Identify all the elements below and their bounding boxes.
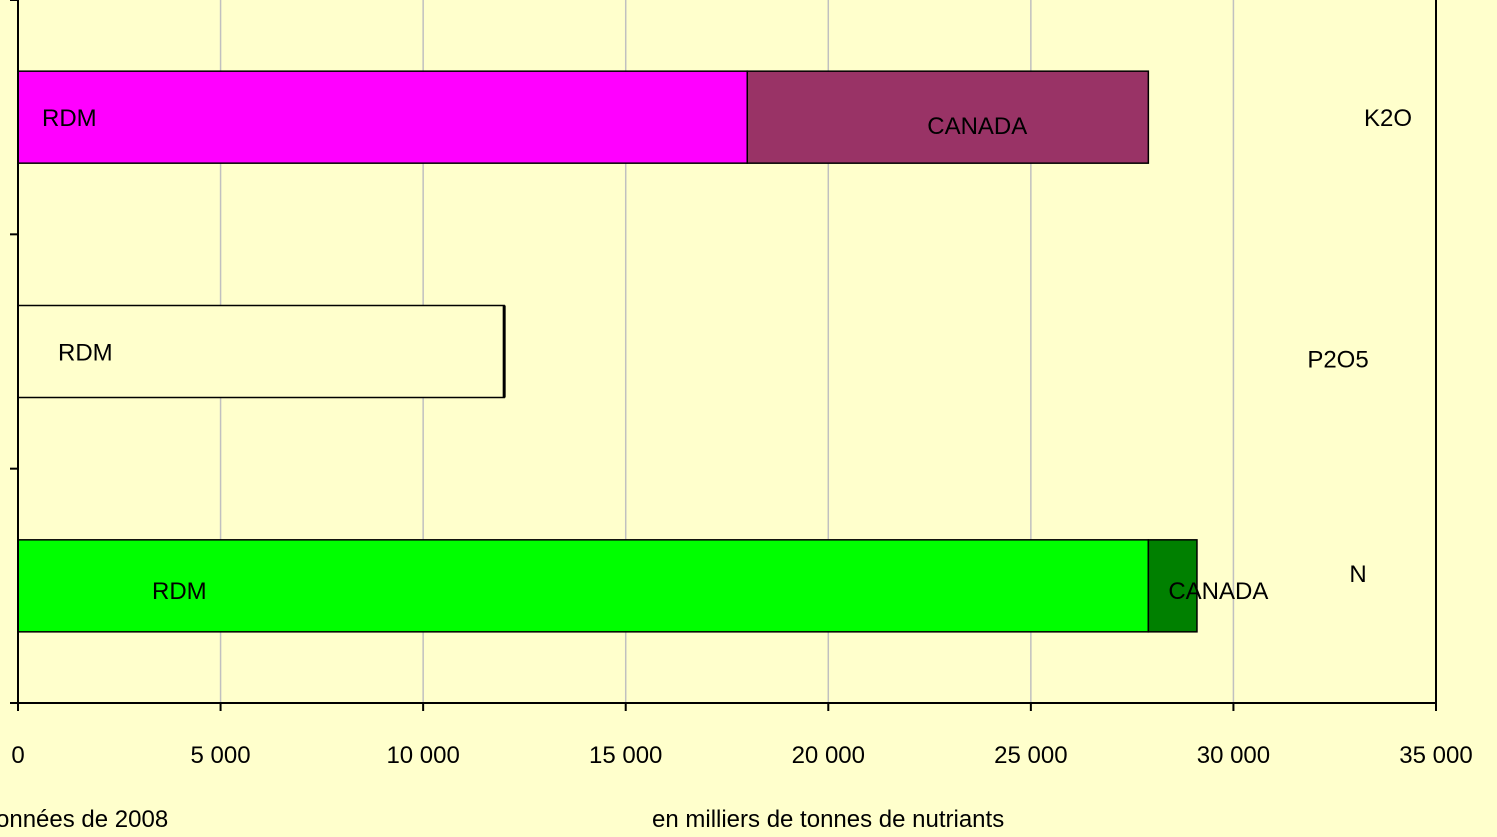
data-label: CANADA — [1168, 578, 1268, 605]
x-tick-label: 5 000 — [191, 742, 251, 769]
bar-canada-n — [1147, 539, 1198, 633]
x-axis-label: en milliers de tonnes de nutriants — [652, 806, 1005, 833]
x-tick-label: 25 000 — [994, 742, 1067, 769]
data-label: RDM — [152, 578, 207, 605]
footnote: onnées de 2008 — [0, 806, 169, 833]
axes — [10, 0, 1437, 711]
data-label: RDM — [58, 340, 113, 367]
x-tick-label: 15 000 — [589, 742, 662, 769]
x-tick-label: 10 000 — [386, 742, 459, 769]
x-tick-label: 20 000 — [792, 742, 865, 769]
data-label: RDM — [42, 105, 97, 132]
segment-labels: RDM CANADA RDM RDM CANADA — [42, 105, 1268, 605]
bars — [17, 70, 1198, 633]
x-tick-label: 0 — [11, 742, 24, 769]
bar-rdm-k2o — [17, 70, 749, 164]
bar-rdm-n — [17, 539, 1150, 633]
category-label: P2O5 — [1307, 347, 1368, 374]
x-tick-labels: 0 5 000 10 000 15 000 20 000 25 000 30 000 35 0… — [11, 742, 1472, 769]
category-label: K2O — [1364, 105, 1412, 132]
bar-canada-k2o — [746, 70, 1150, 164]
data-label: CANADA — [927, 113, 1027, 140]
x-tick-label: 35 000 — [1399, 742, 1472, 769]
category-labels: K2O P2O5 N — [1307, 105, 1412, 588]
category-label: N — [1349, 561, 1366, 588]
x-tick-label: 30 000 — [1197, 742, 1270, 769]
